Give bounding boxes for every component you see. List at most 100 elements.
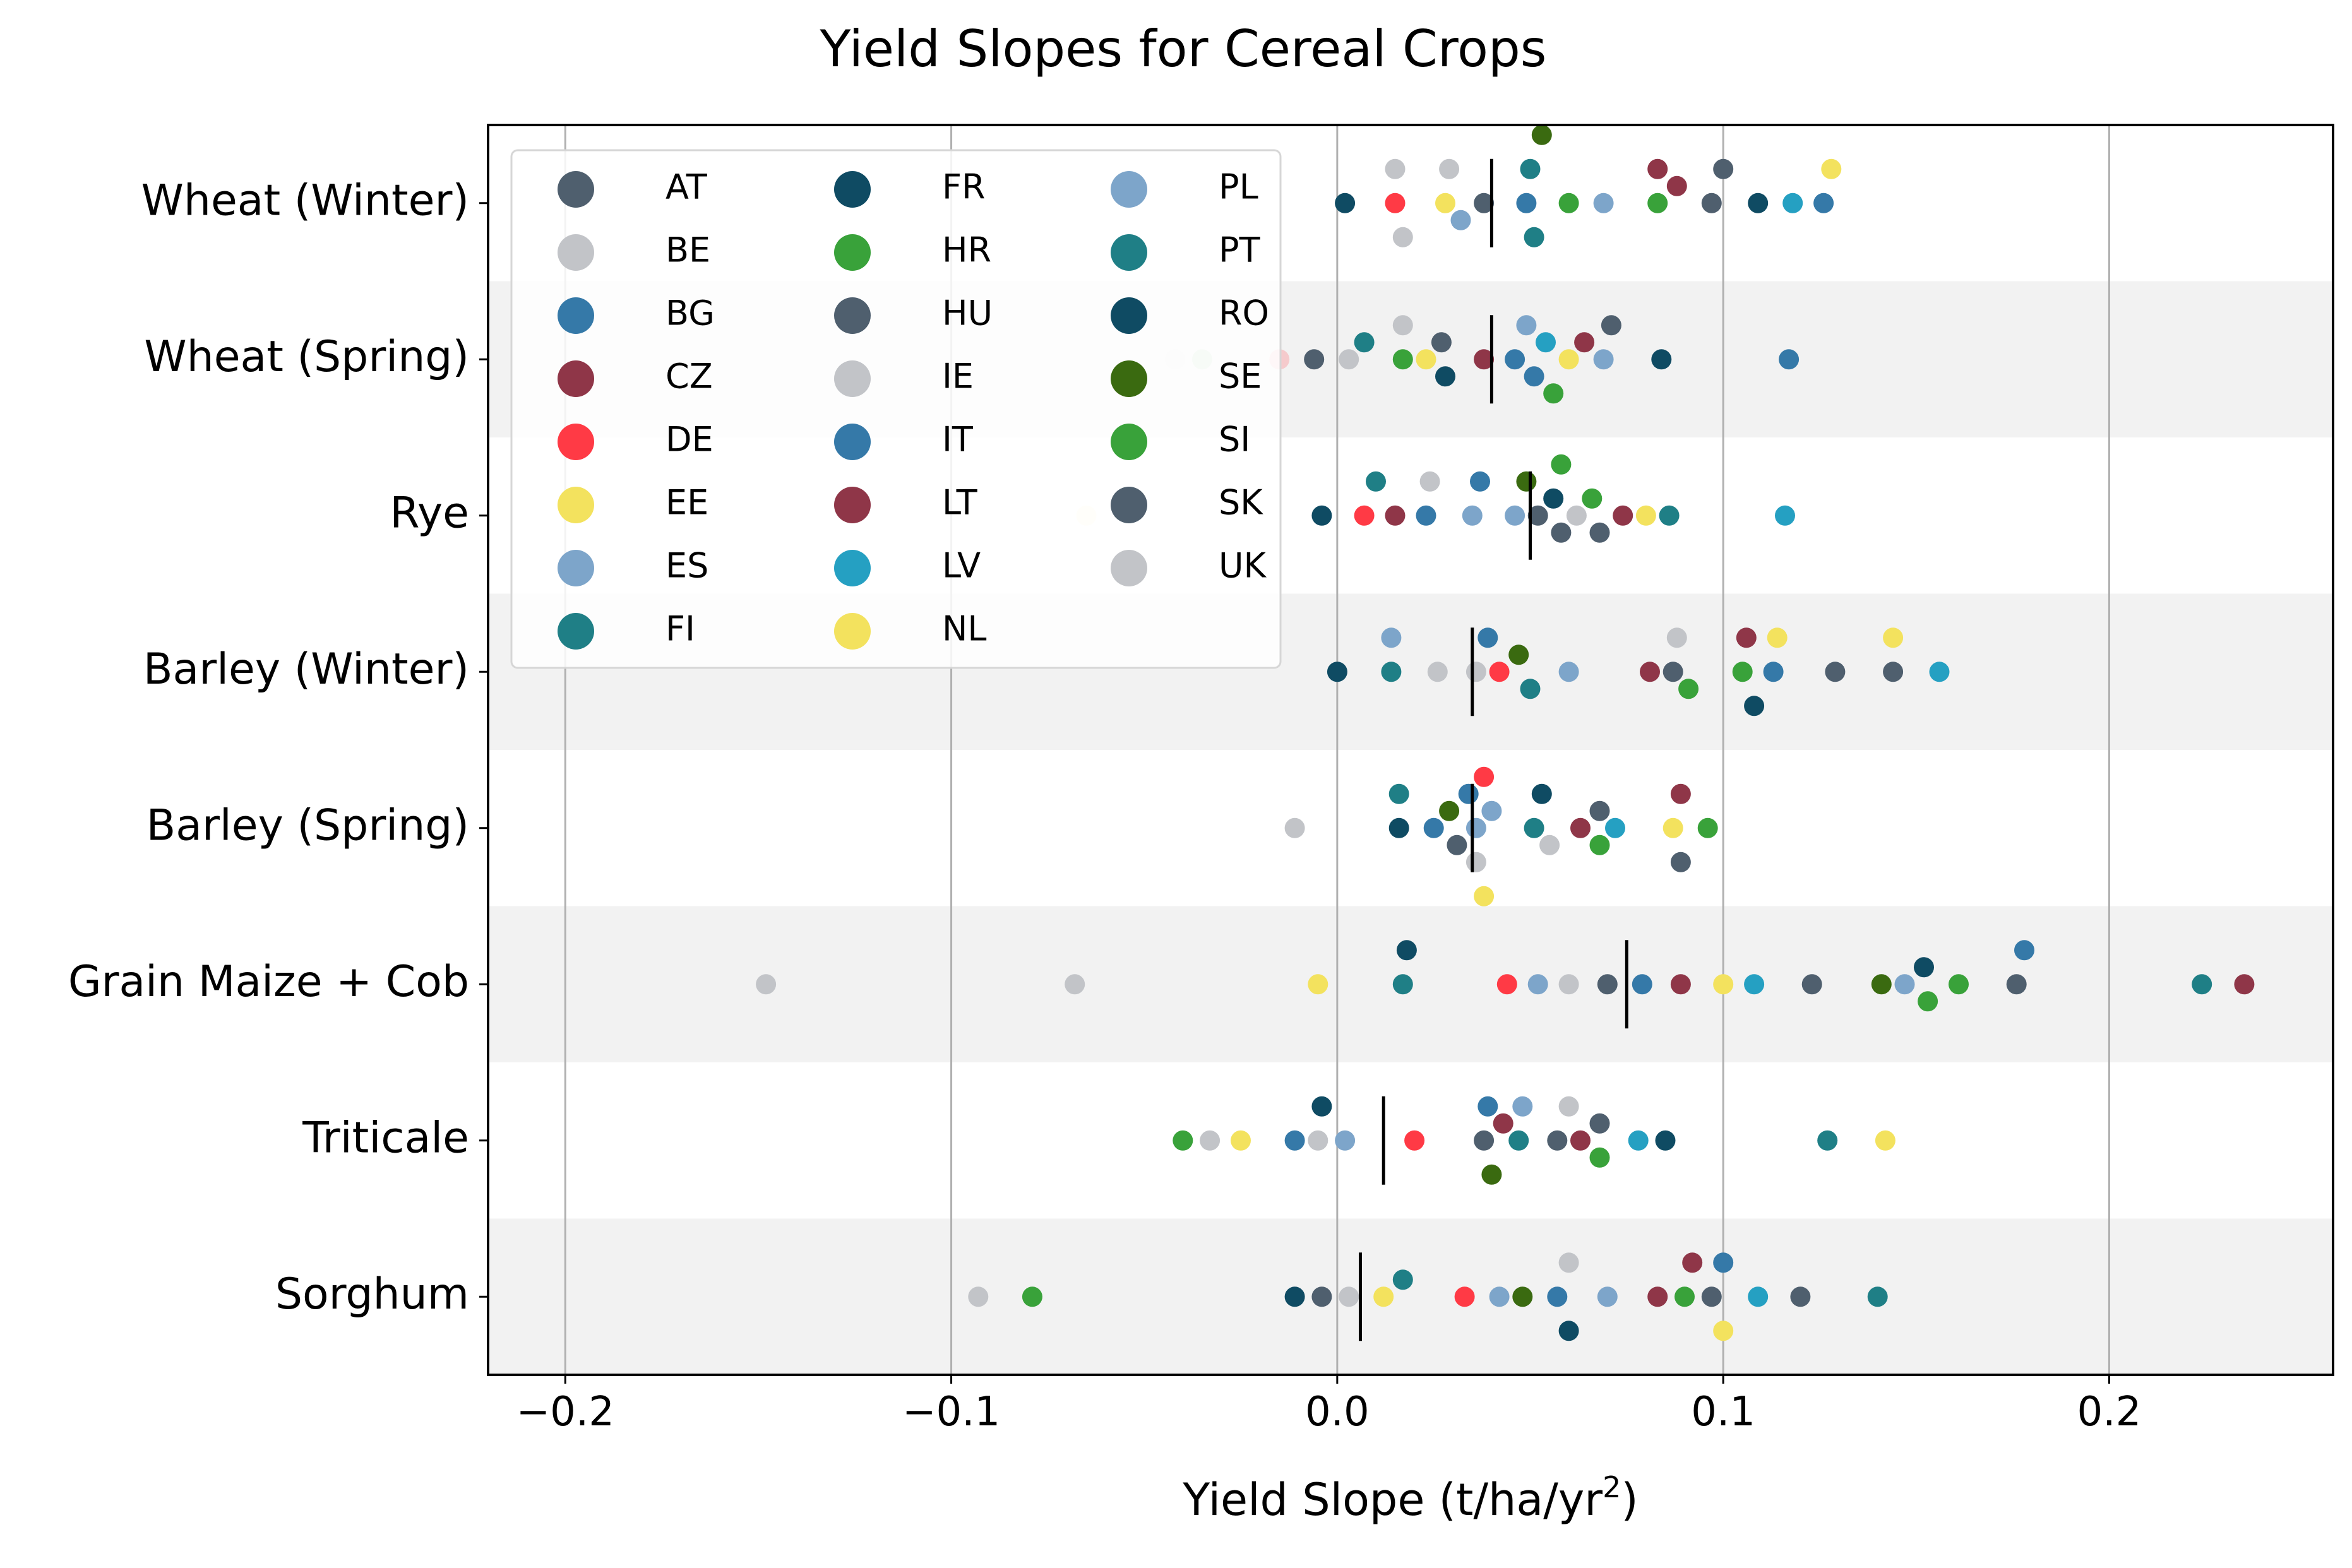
data-point (1427, 662, 1448, 682)
data-point (1647, 1286, 1668, 1307)
data-point (1022, 1286, 1042, 1307)
data-point (1435, 366, 1455, 387)
data-point (1825, 662, 1846, 682)
data-point (1883, 627, 1904, 648)
data-point (1701, 1286, 1722, 1307)
data-point (1597, 974, 1618, 995)
data-point (1481, 1164, 1502, 1185)
data-point (1335, 1130, 1356, 1151)
legend-marker (1111, 424, 1147, 460)
legend-marker (1111, 234, 1147, 271)
data-point (1466, 662, 1486, 682)
data-point (1311, 1286, 1332, 1307)
data-point (756, 974, 777, 995)
legend-marker (834, 234, 871, 271)
legend-marker (834, 171, 871, 208)
data-point (1477, 1096, 1498, 1117)
data-point (1284, 1286, 1305, 1307)
data-point (1327, 662, 1347, 682)
data-point (1388, 817, 1409, 838)
data-point (1516, 315, 1537, 336)
data-point (1466, 817, 1486, 838)
data-point (1744, 696, 1765, 716)
data-point (1547, 1130, 1568, 1151)
data-point (1605, 817, 1625, 838)
data-point (1670, 974, 1691, 995)
legend-marker (1111, 297, 1147, 334)
legend-label: SI (1219, 420, 1250, 460)
data-point (1520, 158, 1541, 179)
data-point (1635, 505, 1656, 526)
legend-label: HR (942, 230, 991, 270)
data-point (1647, 158, 1668, 179)
legend-marker (1111, 487, 1147, 523)
legend-marker (558, 171, 594, 208)
data-point (1593, 193, 1614, 213)
data-point (1551, 454, 1572, 475)
legend-label: HU (942, 294, 993, 333)
data-point (1527, 974, 1548, 995)
data-point (1678, 679, 1699, 699)
data-point (1570, 1130, 1591, 1151)
data-point (1308, 1130, 1328, 1151)
data-point (1458, 783, 1479, 804)
category-label: Rye (390, 488, 469, 538)
data-point (1531, 783, 1552, 804)
data-point (1392, 974, 1413, 995)
data-point (1392, 315, 1413, 336)
data-point (1801, 974, 1822, 995)
legend-marker (558, 360, 594, 397)
data-point (1593, 349, 1614, 370)
legend-marker (558, 234, 594, 271)
data-point (1284, 817, 1305, 838)
legend-label: FR (942, 167, 986, 207)
data-point (1601, 315, 1621, 336)
data-point (1666, 627, 1687, 648)
legend: AT BE BG CZ DE EE ES FI FR HR HU IE IT LT LV NL PL PT RO SE… (510, 149, 1282, 669)
legend-label: EE (666, 483, 708, 523)
legend-label: BE (666, 230, 710, 270)
data-point (1779, 349, 1800, 370)
data-point (1311, 505, 1332, 526)
data-point (1790, 1286, 1811, 1307)
data-point (1589, 522, 1610, 543)
data-point (1894, 974, 1915, 995)
legend-marker (558, 424, 594, 460)
data-point (1439, 800, 1460, 821)
data-point (1392, 1269, 1413, 1290)
data-point (1524, 817, 1544, 838)
x-tick-label: −0.2 (516, 1389, 614, 1435)
x-tick-label: 0.1 (1691, 1389, 1755, 1435)
data-point (1385, 158, 1406, 179)
data-point (1597, 1286, 1618, 1307)
data-point (1439, 158, 1460, 179)
legend-box (510, 149, 1282, 669)
data-point (1474, 349, 1495, 370)
data-point (1419, 471, 1440, 492)
data-point (2006, 974, 2027, 995)
data-point (1821, 158, 1842, 179)
data-point (1381, 662, 1402, 682)
legend-label: RO (1219, 294, 1269, 333)
data-point (1949, 974, 1969, 995)
data-point (1582, 488, 1603, 509)
data-point (1558, 662, 1579, 682)
data-point (1558, 974, 1579, 995)
data-point (1589, 800, 1610, 821)
x-axis-ticks: −0.2 −0.1 0.0 0.1 0.2 (516, 1375, 2141, 1435)
data-point (1713, 974, 1734, 995)
data-point (1713, 1252, 1734, 1273)
data-point (1284, 1130, 1305, 1151)
data-point (1817, 1130, 1838, 1151)
data-point (1489, 1286, 1510, 1307)
data-point (1388, 783, 1409, 804)
data-point (1748, 1286, 1769, 1307)
data-point (1918, 991, 1938, 1012)
data-point (1543, 383, 1564, 404)
data-point (1373, 1286, 1394, 1307)
data-point (1431, 332, 1452, 353)
data-point (1632, 974, 1652, 995)
legend-label: IT (942, 420, 974, 460)
category-label: Triticale (302, 1113, 469, 1163)
data-point (1470, 471, 1490, 492)
